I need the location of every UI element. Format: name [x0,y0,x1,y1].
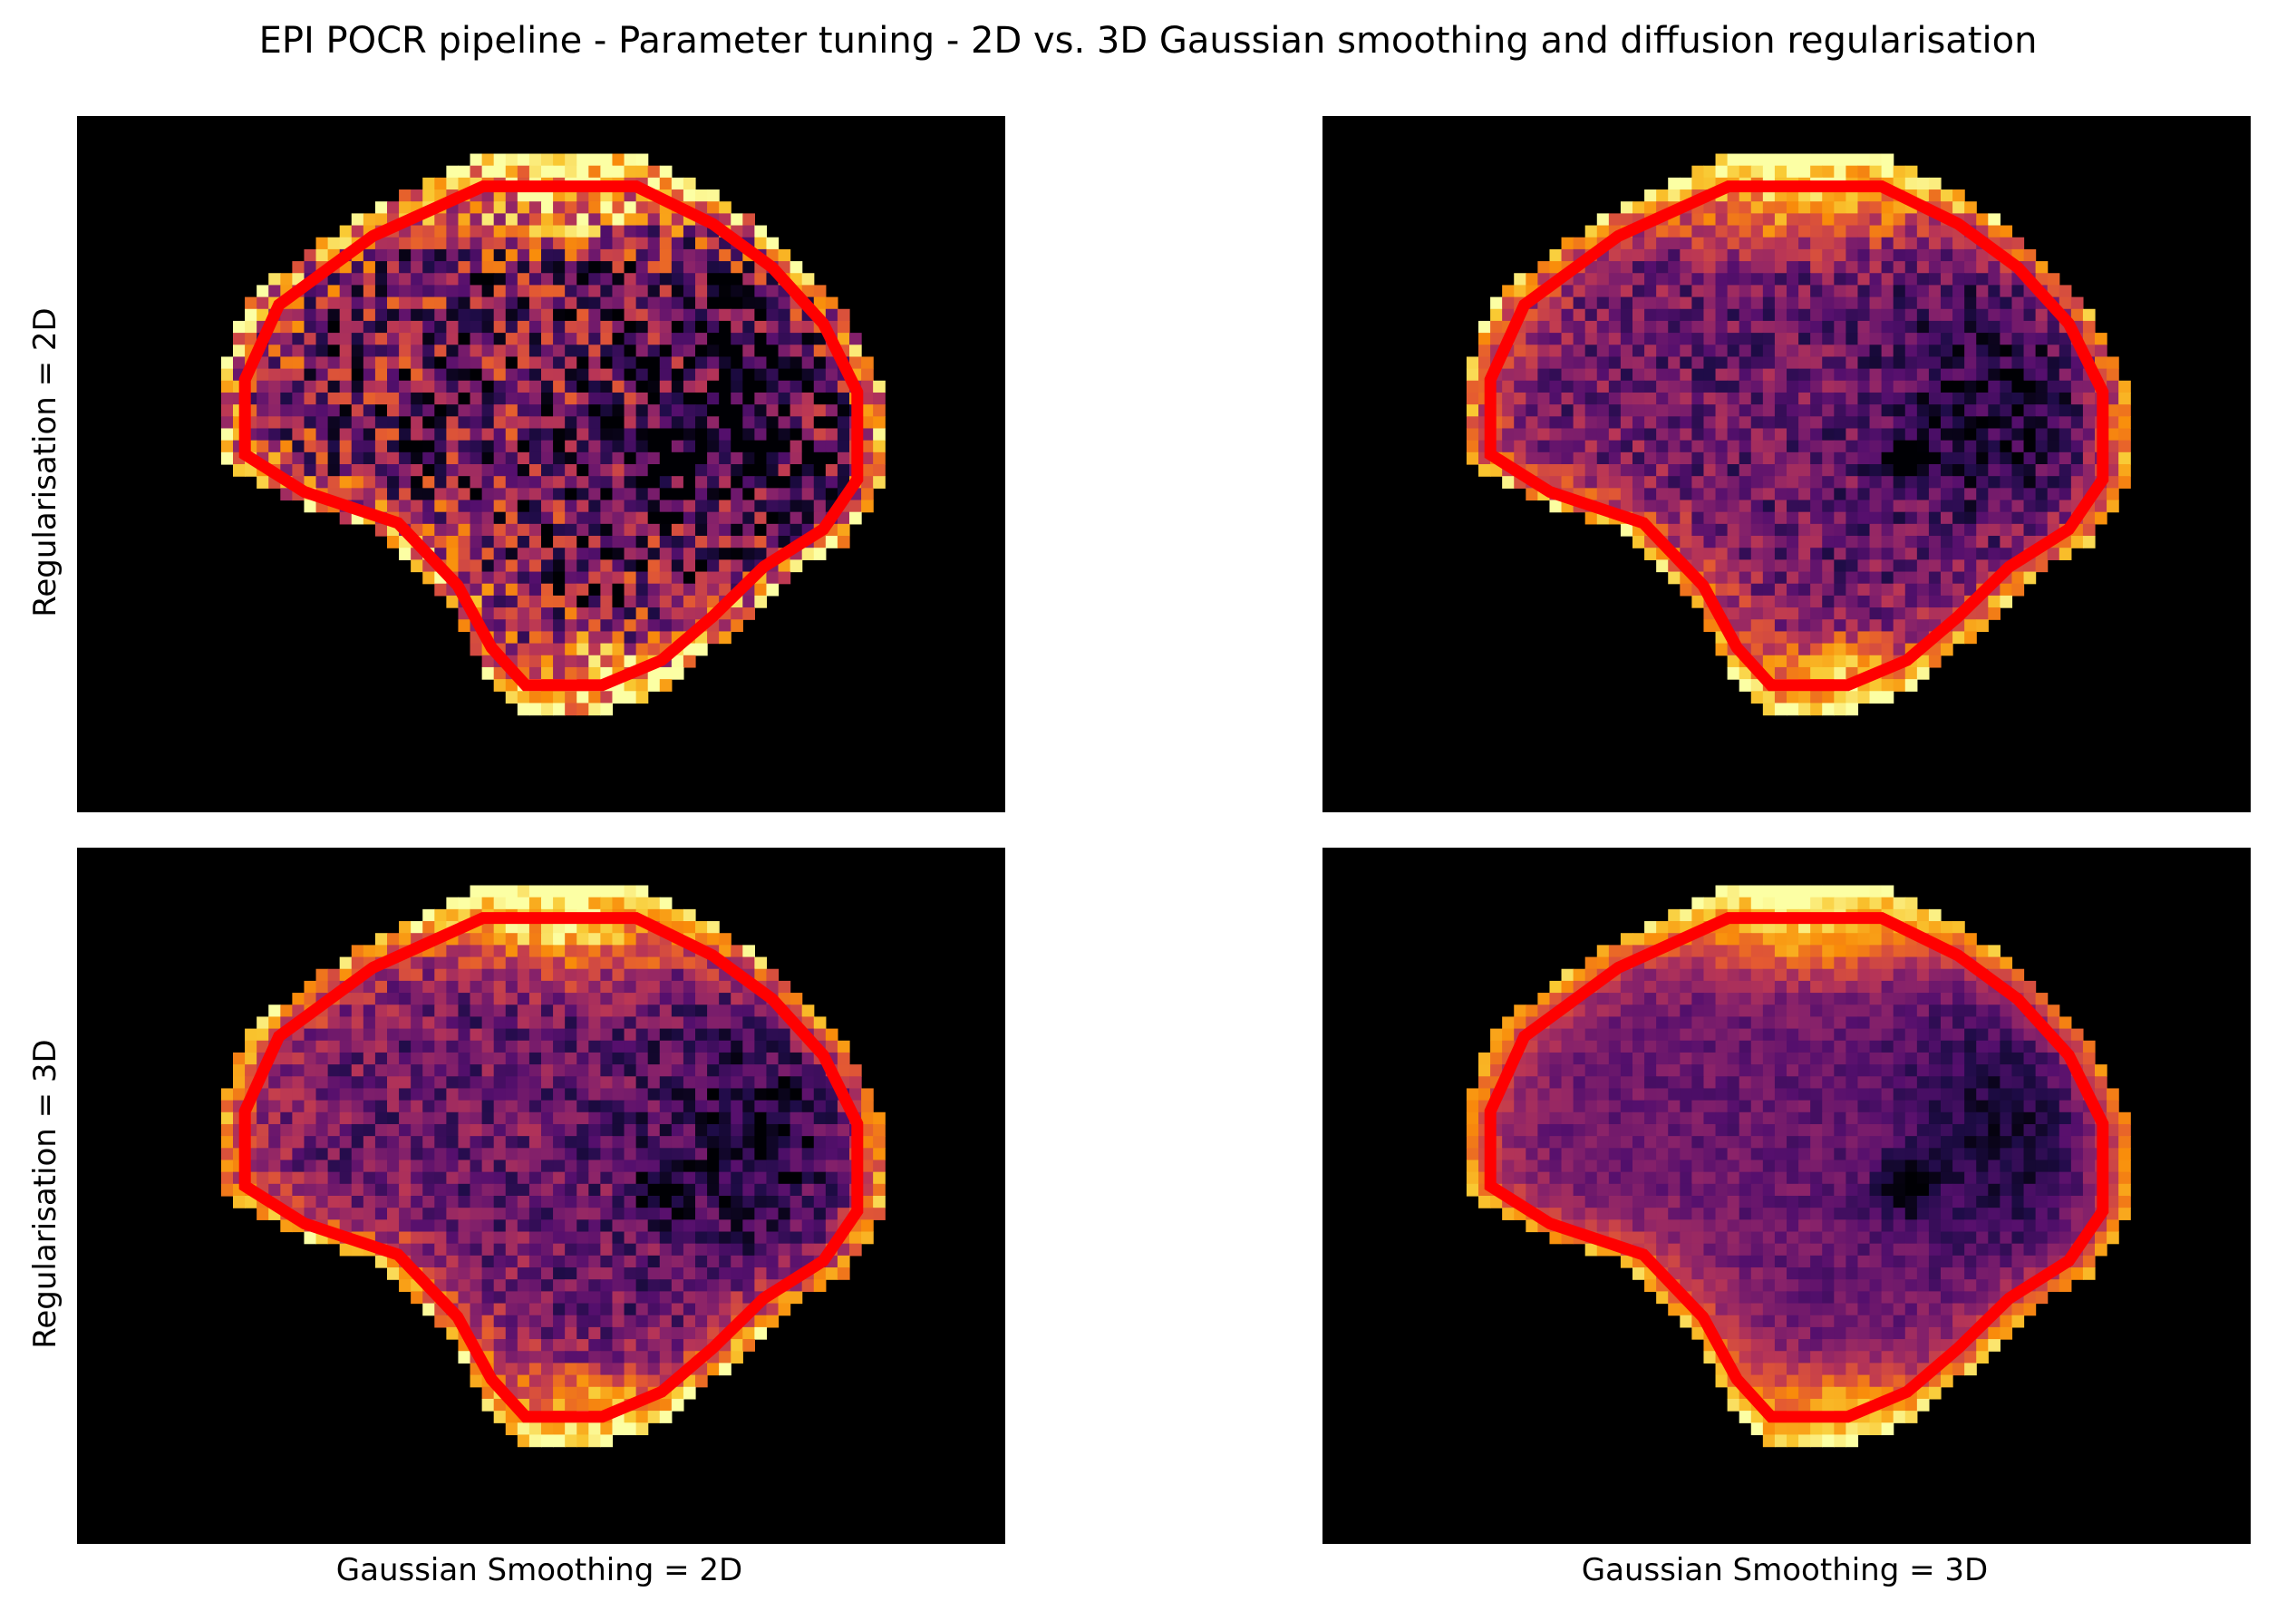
heatmap-image [79,118,1003,810]
red-contour-overlay [1484,912,2109,1423]
red-contour-overlay [238,180,864,692]
heatmap-image [1324,118,2249,810]
heatmap-image [79,849,1003,1542]
column-label-gaussian-3d: Gaussian Smoothing = 3D [1581,1552,1989,1588]
heatmap-cells [1466,885,2131,1448]
heatmap-panel-reg3d-gauss2d [77,848,1005,1544]
column-label-gaussian-2d: Gaussian Smoothing = 2D [335,1552,743,1588]
heatmap-panel-reg2d-gauss3d [1322,116,2251,812]
heatmap-panel-reg2d-gauss2d [77,116,1005,812]
heatmap-image [1324,849,2249,1542]
figure-title: EPI POCR pipeline - Parameter tuning - 2… [258,20,2038,62]
red-contour-overlay [1484,180,2109,692]
heatmap-panel-reg3d-gauss3d [1322,848,2251,1544]
row-label-regularisation-2d: Regularisation = 2D [27,307,63,617]
heatmap-cells [220,153,886,716]
red-contour-overlay [238,912,864,1423]
row-label-regularisation-3d: Regularisation = 3D [27,1039,63,1349]
